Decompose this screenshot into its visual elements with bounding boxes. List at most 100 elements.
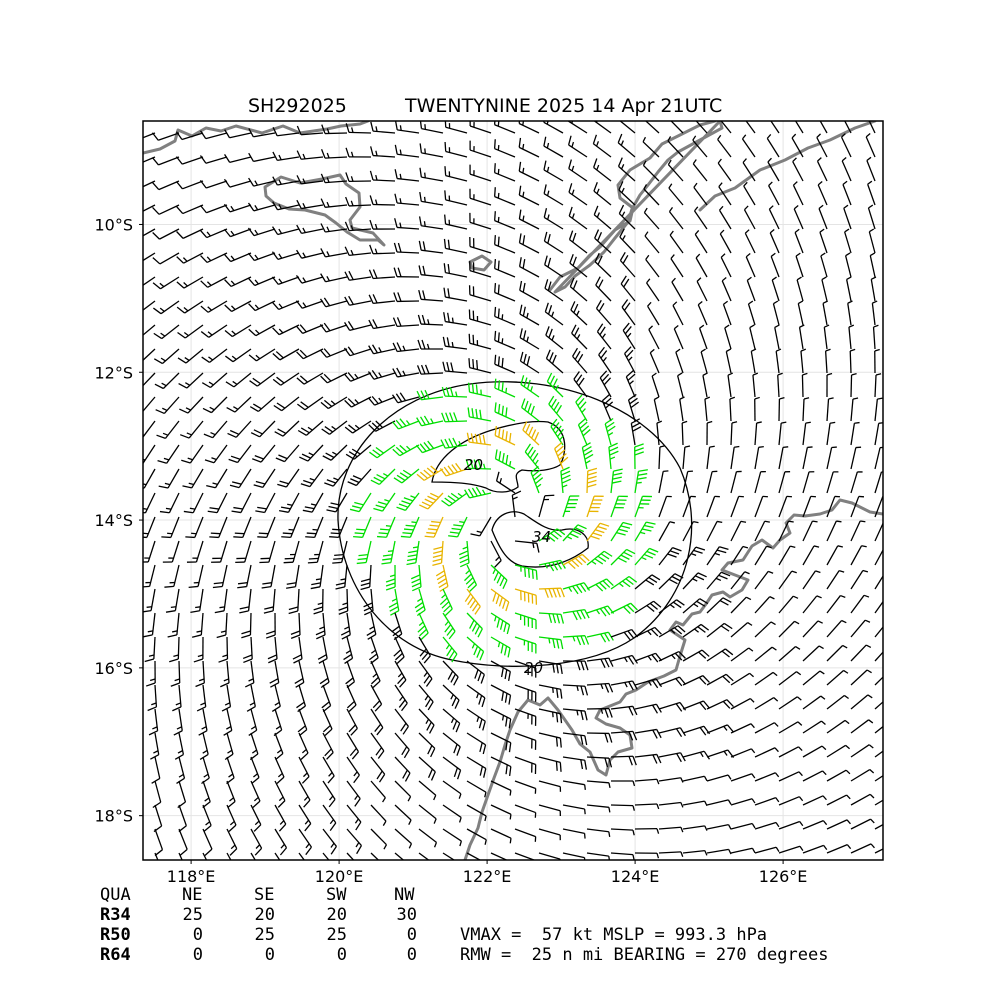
wind-barb (519, 280, 540, 302)
wind-barb (770, 121, 780, 134)
wind-barb (682, 445, 691, 470)
wind-barb (826, 421, 836, 446)
wind-barb (682, 775, 708, 782)
wind-barb (369, 219, 396, 230)
wind-barb (706, 848, 732, 855)
wind-barb (231, 492, 252, 514)
wind-barb (418, 684, 434, 711)
wind-barb (802, 545, 820, 566)
wind-barb (550, 418, 564, 446)
wind-barb (562, 582, 591, 595)
wind-barb (717, 158, 732, 182)
wind-barb (248, 177, 276, 187)
wind-barb (329, 516, 348, 538)
wind-barb (595, 276, 612, 302)
wind-barb (248, 300, 276, 312)
wind-barb (176, 276, 204, 289)
wind-barb (490, 564, 508, 589)
wind-barb (178, 828, 188, 857)
wind-barb (175, 131, 204, 141)
wind-barb (630, 418, 642, 446)
wind-barb (754, 797, 780, 806)
wind-barb (538, 780, 562, 792)
wind-barb (250, 780, 261, 808)
wind-barb (562, 828, 586, 839)
wind-barb (514, 708, 537, 726)
wind-barb (370, 660, 381, 688)
wind-barb (224, 129, 252, 139)
y-tick-label: 12°S (94, 363, 133, 382)
wind-barb (826, 495, 841, 518)
wind-barb (466, 660, 485, 684)
wind-barb (393, 242, 420, 254)
coastline-australia-kimberley (463, 498, 883, 860)
wind-barb (444, 214, 468, 230)
wind-barb (305, 516, 324, 539)
wind-barb (816, 133, 828, 158)
wind-barb (848, 324, 855, 350)
wind-barb (444, 190, 468, 206)
wind-barb (568, 159, 588, 182)
wind-barb (868, 121, 876, 134)
wind-barb (490, 540, 502, 568)
wind-barb (494, 330, 516, 350)
wind-barb (369, 195, 396, 206)
wind-barb (274, 852, 281, 860)
wind-barb (802, 695, 826, 710)
wind-barb (692, 159, 708, 182)
wind-barb (465, 459, 492, 470)
wind-barb (778, 570, 797, 590)
wind-barb (692, 135, 708, 158)
wind-barb (494, 426, 516, 446)
wind-barb (562, 553, 590, 570)
wind-barb (658, 851, 684, 857)
wind-barb (696, 277, 708, 302)
wind-barb (778, 595, 799, 614)
wind-barb (346, 732, 360, 760)
wind-barb (514, 756, 537, 774)
wind-barb (742, 158, 756, 182)
wind-barb (874, 600, 883, 614)
wind-barb (802, 844, 828, 854)
wind-barb (634, 703, 662, 714)
wind-barb (298, 732, 309, 760)
wind-barb (143, 228, 156, 237)
wind-barb (826, 694, 849, 710)
wind-barb (658, 573, 684, 590)
wind-barb (156, 420, 180, 439)
y-tick-label: 18°S (94, 807, 133, 826)
wind-barb (319, 348, 348, 358)
wind-barb (153, 324, 180, 340)
wind-barb (419, 167, 444, 182)
wind-barb (730, 571, 750, 590)
wind-barb (841, 156, 852, 182)
wind-barb (356, 540, 372, 565)
wind-barb (494, 354, 516, 374)
wind-barb (441, 386, 468, 398)
wind-barb (366, 612, 377, 640)
wind-barb (670, 254, 684, 278)
wind-barb (226, 756, 235, 785)
wind-barb (494, 306, 516, 326)
wind-barb (850, 619, 871, 638)
wind-barb (673, 324, 684, 350)
wind-barb (175, 204, 204, 215)
wind-barb (274, 756, 285, 784)
wind-barb (745, 121, 756, 134)
wind-barb (778, 421, 787, 446)
wind-barb (202, 828, 213, 856)
wind-barb (802, 745, 827, 758)
wind-barb (143, 444, 156, 464)
wind-barb (706, 597, 732, 614)
wind-barb (393, 267, 420, 278)
wind-barb (247, 252, 276, 262)
wind-barb (706, 445, 715, 470)
wind-barb (346, 756, 360, 784)
wind-barb (495, 471, 516, 494)
wind-barb (394, 852, 405, 860)
wind-barb (295, 300, 324, 309)
wind-barb (743, 205, 756, 230)
wind-barb (410, 564, 422, 592)
wind-barb (349, 492, 372, 513)
wind-barb (319, 322, 348, 333)
